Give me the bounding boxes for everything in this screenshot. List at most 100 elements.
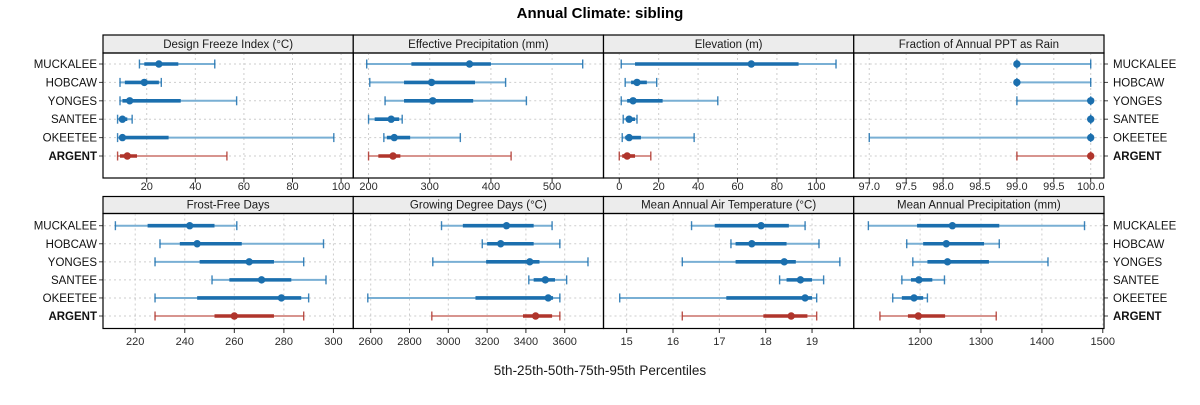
median-dot [502,222,511,230]
panel-title: Frost-Free Days [187,200,270,212]
site-label-left: ARGENT [48,311,97,323]
x-tick-label: 3600 [552,336,576,348]
median-dot [915,276,923,284]
median-dot [910,294,918,302]
x-tick-label: 100 [807,181,825,193]
x-tick-label: 300 [324,336,342,348]
site-label-left: YONGES [48,96,98,108]
x-tick-label: 3200 [475,336,499,348]
median-dot [257,276,266,284]
panel-title: Elevation (m) [695,39,763,51]
x-tick-label: 500 [543,181,561,193]
panel-border [352,212,605,330]
site-label-left: ARGENT [48,151,97,163]
panel-title: Growing Degree Days (°C) [410,200,547,212]
site-label-right: HOBCAW [1113,239,1164,251]
site-label-left: SANTEE [51,114,97,126]
median-dot [801,294,809,302]
median-dot [186,222,194,230]
median-dot [496,240,505,248]
panel-title: Mean Annual Air Temperature (°C) [641,200,816,212]
median-dot [123,152,131,160]
median-dot [780,258,788,266]
site-label-left: MUCKALEE [34,221,98,233]
x-tick-label: 40 [692,181,704,193]
median-dot [914,312,922,320]
median-dot [1087,97,1095,105]
site-label-right: ARGENT [1113,311,1162,323]
median-dot [629,97,637,105]
x-tick-label: 99.0 [1006,181,1027,193]
x-tick-label: 60 [731,181,743,193]
panel-border [102,52,354,179]
x-tick-label: 2600 [358,336,382,348]
x-tick-label: 3400 [514,336,538,348]
x-tick-label: 18 [760,336,772,348]
site-label-right: ARGENT [1113,151,1162,163]
x-tick-label: 80 [771,181,783,193]
median-dot [796,276,805,284]
median-dot [1013,60,1021,68]
x-tick-label: 80 [286,181,298,193]
panel-title: Fraction of Annual PPT as Rain [899,39,1059,51]
x-tick-label: 260 [225,336,243,348]
panel-border [352,52,605,179]
median-dot [623,152,631,160]
x-tick-label: 20 [141,181,153,193]
median-dot [155,60,163,68]
panel-border [102,212,354,330]
x-tick-label: 60 [238,181,250,193]
median-dot [531,312,540,320]
median-dot [390,133,398,142]
x-tick-label: 40 [189,181,201,193]
x-tick-label: 20 [653,181,665,193]
x-tick-label: 98.5 [969,181,990,193]
x-tick-label: 100.0 [1077,181,1105,193]
panel-border [853,212,1105,330]
median-dot [541,276,550,284]
site-label-left: HOBCAW [46,77,97,89]
median-dot [625,115,633,123]
median-dot [389,152,397,160]
median-dot [140,78,149,87]
median-dot [387,115,395,123]
panel-border [853,52,1105,179]
panel-title: Design Freeze Index (°C) [163,39,293,51]
median-dot [427,78,436,87]
site-label-right: OKEETEE [1113,293,1168,305]
panel-title: Mean Annual Precipitation (mm) [897,200,1061,212]
median-dot [747,60,755,68]
chart-title: Annual Climate: sibling [516,5,684,22]
x-tick-label: 17 [713,336,725,348]
x-tick-label: 19 [806,336,818,348]
site-label-right: YONGES [1113,96,1163,108]
site-label-left: OKEETEE [43,133,98,145]
site-label-right: MUCKALEE [1113,221,1177,233]
x-tick-label: 1200 [908,336,932,348]
x-tick-label: 1300 [969,336,993,348]
median-dot [787,312,795,320]
x-tick-label: 1500 [1091,336,1115,348]
site-label-left: OKEETEE [43,293,98,305]
site-label-left: YONGES [48,257,98,269]
x-tick-label: 2800 [397,336,421,348]
median-dot [465,60,474,68]
median-dot [633,78,641,87]
site-label-right: SANTEE [1113,275,1159,287]
site-label-right: OKEETEE [1113,133,1168,145]
x-tick-label: 98.0 [932,181,953,193]
median-dot [943,258,952,266]
median-dot [118,133,127,142]
median-dot [1087,115,1095,123]
x-tick-label: 400 [482,181,500,193]
x-tick-label: 280 [275,336,293,348]
median-dot [625,133,633,142]
median-dot [277,294,286,302]
x-tick-label: 220 [126,336,144,348]
x-tick-label: 97.0 [859,181,880,193]
x-tick-label: 16 [667,336,679,348]
median-dot [126,97,134,105]
x-tick-label: 240 [176,336,194,348]
median-dot [245,258,253,266]
